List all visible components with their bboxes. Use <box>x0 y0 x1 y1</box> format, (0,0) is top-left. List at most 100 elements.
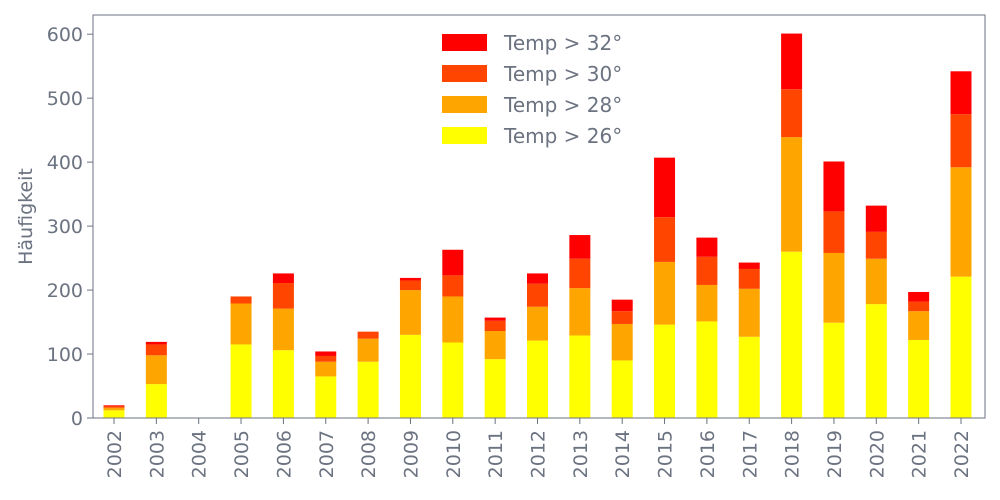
bar-2011-series-1 <box>484 331 506 360</box>
bar-2021-series-1 <box>908 311 930 340</box>
bar-2007-series-1 <box>315 361 337 377</box>
bar-2009-series-1 <box>399 290 421 335</box>
bar-2010-series-1 <box>442 296 464 343</box>
bar-2011-series-0 <box>484 359 506 418</box>
x-tick-label: 2021 <box>909 430 931 478</box>
bar-2010-series-2 <box>442 275 464 297</box>
bar-2021-series-0 <box>908 339 930 418</box>
bar-2015-series-0 <box>654 324 676 418</box>
bar-2006-series-3 <box>272 273 294 284</box>
bar-2020-series-1 <box>865 258 887 305</box>
bar-2019-series-3 <box>823 161 845 212</box>
bar-2011-series-2 <box>484 320 506 332</box>
y-tick-label: 500 <box>47 88 83 110</box>
bar-2006-series-0 <box>272 350 294 418</box>
bar-2002-series-1 <box>103 407 125 411</box>
x-tick-label: 2011 <box>485 430 507 478</box>
bar-2021-series-3 <box>908 291 930 302</box>
x-tick-label: 2007 <box>316 430 338 478</box>
y-tick-label: 100 <box>47 344 83 366</box>
bar-2016-series-3 <box>696 237 718 257</box>
x-tick-label: 2022 <box>951 430 973 478</box>
x-tick-label: 2006 <box>273 430 295 478</box>
bar-2013-series-2 <box>569 258 591 289</box>
legend-label: Temp > 26° <box>503 124 622 148</box>
bar-2016-series-0 <box>696 321 718 418</box>
bar-2006-series-2 <box>272 283 294 309</box>
bars-group <box>103 33 972 418</box>
x-tick-label: 2016 <box>697 430 719 478</box>
bar-2015-series-1 <box>654 261 676 325</box>
y-tick-label: 200 <box>47 280 83 302</box>
bar-2013-series-3 <box>569 235 591 259</box>
x-tick-label: 2002 <box>104 430 126 478</box>
x-tick-label: 2020 <box>866 430 888 478</box>
bar-2014-series-2 <box>611 311 633 324</box>
x-tick-label: 2005 <box>231 430 253 478</box>
legend-swatch <box>442 34 487 51</box>
y-tick-label: 400 <box>47 152 83 174</box>
bar-2014-series-0 <box>611 360 633 418</box>
y-axis-label: Häufigkeit <box>15 168 37 265</box>
y-axis: 0 100 200 300 400 500 600 <box>47 24 93 430</box>
bar-2017-series-2 <box>738 268 760 289</box>
bar-2014-series-1 <box>611 323 633 361</box>
bar-2003-series-0 <box>145 384 167 418</box>
bar-2022-series-1 <box>950 167 972 277</box>
bar-2007-series-0 <box>315 376 337 418</box>
bar-2002-series-0 <box>103 410 125 418</box>
x-tick-label: 2019 <box>824 430 846 478</box>
x-tick-label: 2018 <box>782 430 804 478</box>
bar-2003-series-3 <box>145 341 167 345</box>
bar-2009-series-2 <box>399 280 421 291</box>
bar-2009-series-3 <box>399 277 421 281</box>
bar-2012-series-0 <box>527 340 548 418</box>
bar-2022-series-3 <box>950 71 972 115</box>
bar-2003-series-2 <box>145 344 167 356</box>
bar-2012-series-3 <box>527 273 548 284</box>
bar-2009-series-0 <box>399 334 421 418</box>
legend-swatch <box>442 65 487 82</box>
bar-2017-series-3 <box>738 262 760 269</box>
x-tick-label: 2010 <box>443 430 465 478</box>
legend-label: Temp > 28° <box>503 93 622 117</box>
x-tick-label: 2015 <box>655 430 677 478</box>
bar-2018-series-2 <box>781 89 803 138</box>
bar-2019-series-0 <box>823 322 845 418</box>
bar-2008-series-1 <box>357 338 379 362</box>
bar-2007-series-2 <box>315 355 337 362</box>
bar-2017-series-0 <box>738 336 760 418</box>
bar-2008-series-2 <box>357 331 379 339</box>
bar-2006-series-1 <box>272 308 294 351</box>
x-tick-label: 2012 <box>528 430 550 478</box>
legend-swatch <box>442 127 487 144</box>
bar-2021-series-2 <box>908 301 930 312</box>
bar-2018-series-1 <box>781 137 803 252</box>
legend-swatch <box>442 96 487 113</box>
x-tick-label: 2003 <box>146 430 168 478</box>
bar-2003-series-1 <box>145 355 167 385</box>
y-tick-label: 600 <box>47 24 83 46</box>
x-tick-label: 2008 <box>358 430 380 478</box>
bar-2015-series-3 <box>654 157 676 218</box>
bar-2020-series-0 <box>865 304 887 418</box>
bar-2008-series-0 <box>357 361 379 418</box>
x-tick-label: 2013 <box>570 430 592 478</box>
bar-2002-series-2 <box>103 405 125 408</box>
bar-2020-series-2 <box>865 231 887 259</box>
bar-2022-series-0 <box>950 276 972 418</box>
bar-2015-series-2 <box>654 217 676 262</box>
legend: Temp > 32° Temp > 30° Temp > 28° Temp > 26° <box>442 31 622 148</box>
bar-2020-series-3 <box>865 205 887 232</box>
bar-2010-series-3 <box>442 249 464 276</box>
bar-2016-series-1 <box>696 284 718 322</box>
bar-2019-series-1 <box>823 252 845 323</box>
legend-label: Temp > 30° <box>503 62 622 86</box>
bar-2013-series-1 <box>569 288 591 336</box>
bar-2005-series-0 <box>230 344 252 418</box>
bar-2007-series-3 <box>315 351 337 356</box>
bar-2011-series-3 <box>484 317 506 321</box>
x-tick-label: 2004 <box>189 430 211 478</box>
bar-2018-series-3 <box>781 33 803 90</box>
